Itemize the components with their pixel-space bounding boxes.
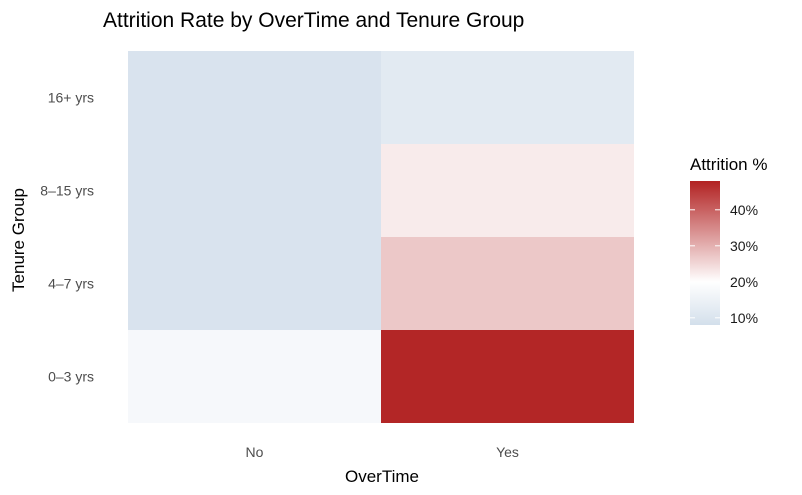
legend-tick-label: 30% xyxy=(730,238,758,254)
heatmap-cell xyxy=(128,237,381,330)
heatmap-cell xyxy=(381,51,634,144)
legend-tick-label: 20% xyxy=(730,274,758,290)
y-axis-ticks: 0–3 yrs 4–7 yrs 8–15 yrs 16+ yrs xyxy=(40,90,94,385)
y-axis-title: Tenure Group xyxy=(9,188,28,292)
x-tick-label: Yes xyxy=(496,444,519,460)
heatmap-cell xyxy=(128,330,381,423)
y-tick-label: 16+ yrs xyxy=(48,90,94,106)
x-tick-label: No xyxy=(246,444,264,460)
y-tick-label: 0–3 yrs xyxy=(48,369,94,385)
legend-title: Attrition % xyxy=(690,155,767,174)
legend-tick-label: 10% xyxy=(730,310,758,326)
chart-title: Attrition Rate by OverTime and Tenure Gr… xyxy=(103,9,524,32)
y-tick-label: 4–7 yrs xyxy=(48,276,94,292)
heatmap-cell xyxy=(381,144,634,237)
heatmap-cell xyxy=(381,330,634,423)
color-legend: Attrition % 10% 20% 30% 40% xyxy=(690,155,767,326)
legend-ticks: 10% 20% 30% 40% xyxy=(690,202,758,326)
heatmap-cell xyxy=(128,51,381,144)
heatmap-cells xyxy=(128,51,634,423)
x-axis-title: OverTime xyxy=(345,467,419,486)
legend-tick-label: 40% xyxy=(730,202,758,218)
heatmap-cell xyxy=(128,144,381,237)
heatmap-cell xyxy=(381,237,634,330)
x-axis-ticks: No Yes xyxy=(246,444,519,460)
legend-color-bar xyxy=(690,181,720,325)
y-tick-label: 8–15 yrs xyxy=(40,183,94,199)
